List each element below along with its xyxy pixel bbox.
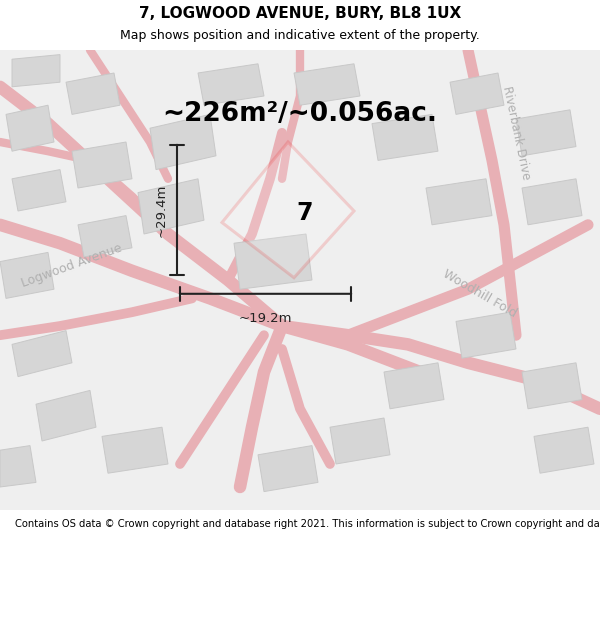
Polygon shape (534, 428, 594, 473)
Text: Logwood Avenue: Logwood Avenue (20, 242, 124, 291)
Text: 7: 7 (296, 201, 313, 225)
Polygon shape (102, 428, 168, 473)
Polygon shape (330, 418, 390, 464)
Polygon shape (294, 64, 360, 105)
Text: Riverbank Drive: Riverbank Drive (500, 85, 532, 181)
Polygon shape (234, 234, 312, 289)
Text: ~226m²/~0.056ac.: ~226m²/~0.056ac. (162, 101, 437, 127)
Polygon shape (0, 446, 36, 487)
Polygon shape (522, 179, 582, 225)
Polygon shape (78, 216, 132, 257)
Text: Woodhill Fold: Woodhill Fold (441, 268, 519, 320)
Polygon shape (384, 362, 444, 409)
Polygon shape (6, 105, 54, 151)
Polygon shape (450, 73, 504, 114)
Polygon shape (426, 179, 492, 225)
Polygon shape (198, 64, 264, 105)
Text: 7, LOGWOOD AVENUE, BURY, BL8 1UX: 7, LOGWOOD AVENUE, BURY, BL8 1UX (139, 6, 461, 21)
Polygon shape (222, 142, 354, 278)
Text: Contains OS data © Crown copyright and database right 2021. This information is : Contains OS data © Crown copyright and d… (15, 519, 600, 529)
Polygon shape (138, 179, 204, 234)
Polygon shape (12, 331, 72, 377)
Polygon shape (0, 253, 54, 298)
Polygon shape (150, 114, 216, 169)
Polygon shape (372, 114, 438, 161)
Polygon shape (516, 110, 576, 156)
Polygon shape (12, 169, 66, 211)
Text: Map shows position and indicative extent of the property.: Map shows position and indicative extent… (120, 29, 480, 42)
Polygon shape (12, 54, 60, 87)
Polygon shape (456, 312, 516, 358)
Polygon shape (66, 73, 120, 114)
Text: ~19.2m: ~19.2m (239, 312, 292, 325)
Text: ~29.4m: ~29.4m (155, 183, 168, 236)
Polygon shape (72, 142, 132, 188)
Polygon shape (258, 446, 318, 492)
Polygon shape (36, 391, 96, 441)
Polygon shape (522, 362, 582, 409)
